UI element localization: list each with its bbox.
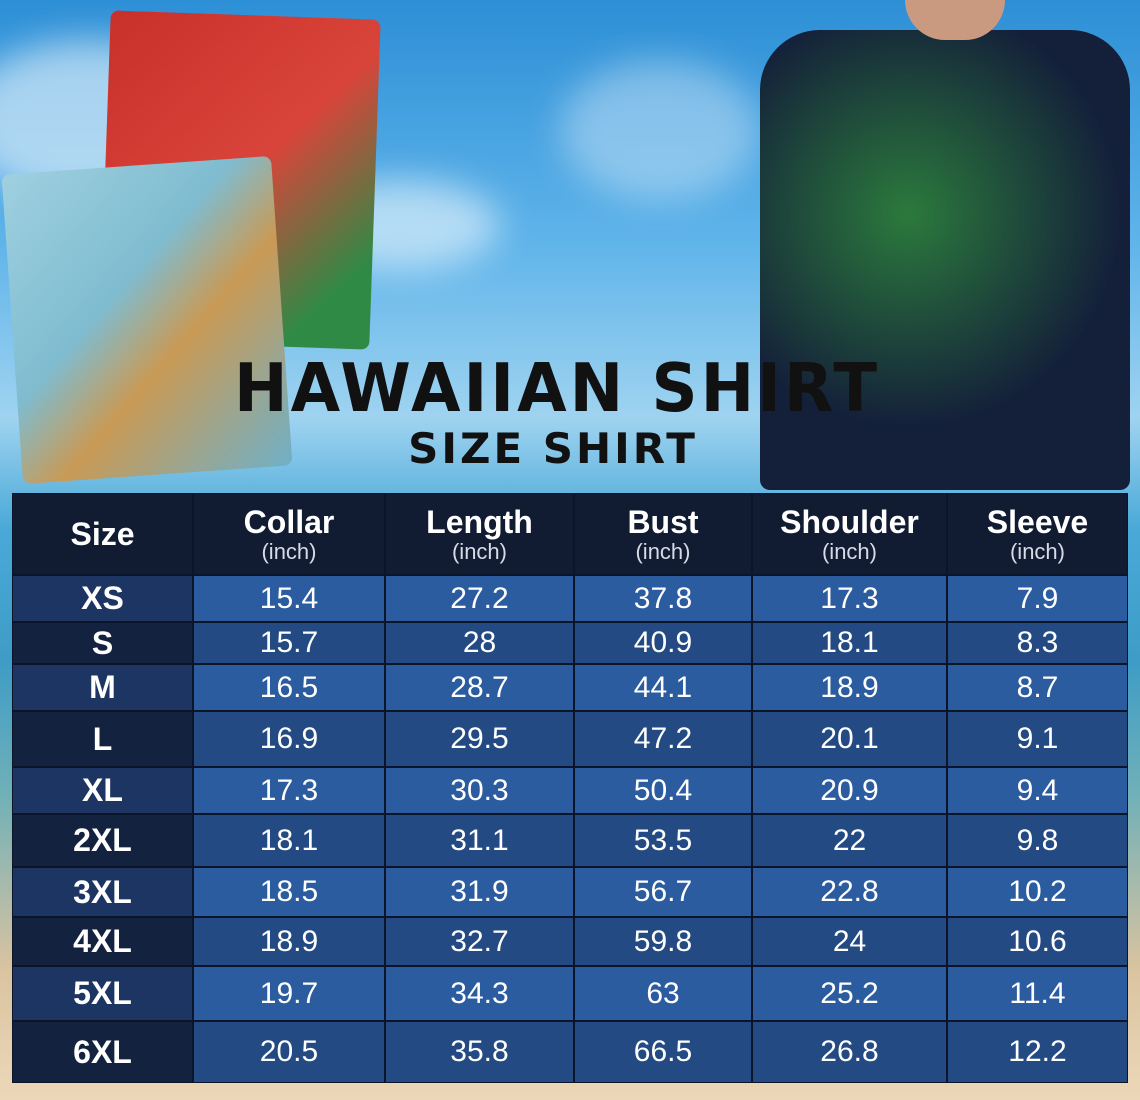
table-cell: 63: [575, 967, 751, 1020]
table-cell: 37.8: [575, 576, 751, 621]
table-cell: 19.7: [194, 967, 384, 1020]
column-unit: (inch): [451, 538, 507, 564]
table-cell: 9.4: [948, 768, 1127, 813]
cloud: [560, 60, 760, 200]
column-unit: (inch): [635, 538, 691, 564]
size-label: XL: [13, 768, 192, 813]
table-cell: 27.2: [386, 576, 573, 621]
table-cell: 16.9: [194, 712, 384, 766]
size-label: XS: [13, 576, 192, 621]
table-cell: 34.3: [386, 967, 573, 1020]
table-cell: 9.1: [948, 712, 1127, 766]
table-cell: 28.7: [386, 665, 573, 710]
table-cell: 40.9: [575, 623, 751, 663]
table-cell: 12.2: [948, 1022, 1127, 1082]
table-cell: 50.4: [575, 768, 751, 813]
table-cell: 18.1: [753, 623, 946, 663]
table-cell: 31.9: [386, 868, 573, 916]
table-cell: 25.2: [753, 967, 946, 1020]
table-cell: 66.5: [575, 1022, 751, 1082]
header-sleeve: Sleeve (inch): [948, 494, 1127, 574]
table-cell: 15.4: [194, 576, 384, 621]
table-cell: 15.7: [194, 623, 384, 663]
table-cell: 31.1: [386, 815, 573, 866]
size-table: Size Collar (inch) Length (inch) Bust (inch) Sh…: [12, 493, 1128, 1083]
table-cell: 18.1: [194, 815, 384, 866]
table-cell: 10.6: [948, 918, 1127, 965]
table-cell: 30.3: [386, 768, 573, 813]
table-cell: 11.4: [948, 967, 1127, 1020]
table-cell: 9.8: [948, 815, 1127, 866]
column-unit: (inch): [1009, 538, 1065, 564]
size-label: 6XL: [13, 1022, 192, 1082]
column-unit: (inch): [261, 538, 317, 564]
table-cell: 22.8: [753, 868, 946, 916]
size-label: 4XL: [13, 918, 192, 965]
table-cell: 20.1: [753, 712, 946, 766]
column-label: Collar: [243, 503, 335, 540]
table-cell: 28: [386, 623, 573, 663]
size-label: 2XL: [13, 815, 192, 866]
table-cell: 24: [753, 918, 946, 965]
table-cell: 8.7: [948, 665, 1127, 710]
size-label: 3XL: [13, 868, 192, 916]
table-cell: 17.3: [753, 576, 946, 621]
flamingo-shirt-model-image: [760, 30, 1130, 490]
table-cell: 53.5: [575, 815, 751, 866]
header-shoulder: Shoulder (inch): [753, 494, 946, 574]
column-label: Shoulder: [780, 503, 919, 540]
table-cell: 26.8: [753, 1022, 946, 1082]
size-label: L: [13, 712, 192, 766]
table-cell: 44.1: [575, 665, 751, 710]
table-cell: 56.7: [575, 868, 751, 916]
header-length: Length (inch): [386, 494, 573, 574]
header-size: Size: [13, 494, 192, 574]
size-label: S: [13, 623, 192, 663]
page-subtitle: SIZE SHIRT: [408, 424, 698, 473]
table-cell: 20.5: [194, 1022, 384, 1082]
column-label: Sleeve: [986, 503, 1089, 540]
size-label: 5XL: [13, 967, 192, 1020]
column-label: Size: [70, 515, 135, 552]
page-title: HAWAIIAN SHIRT: [234, 350, 880, 428]
table-cell: 35.8: [386, 1022, 573, 1082]
table-cell: 7.9: [948, 576, 1127, 621]
column-unit: (inch): [821, 538, 877, 564]
table-cell: 59.8: [575, 918, 751, 965]
table-cell: 29.5: [386, 712, 573, 766]
table-cell: 18.9: [753, 665, 946, 710]
table-cell: 18.5: [194, 868, 384, 916]
table-cell: 32.7: [386, 918, 573, 965]
table-cell: 47.2: [575, 712, 751, 766]
header-bust: Bust (inch): [575, 494, 751, 574]
table-cell: 8.3: [948, 623, 1127, 663]
table-cell: 16.5: [194, 665, 384, 710]
size-label: M: [13, 665, 192, 710]
column-label: Length: [426, 503, 533, 540]
column-label: Bust: [627, 503, 699, 540]
table-cell: 18.9: [194, 918, 384, 965]
table-cell: 20.9: [753, 768, 946, 813]
table-cell: 22: [753, 815, 946, 866]
table-cell: 10.2: [948, 868, 1127, 916]
table-cell: 17.3: [194, 768, 384, 813]
header-collar: Collar (inch): [194, 494, 384, 574]
